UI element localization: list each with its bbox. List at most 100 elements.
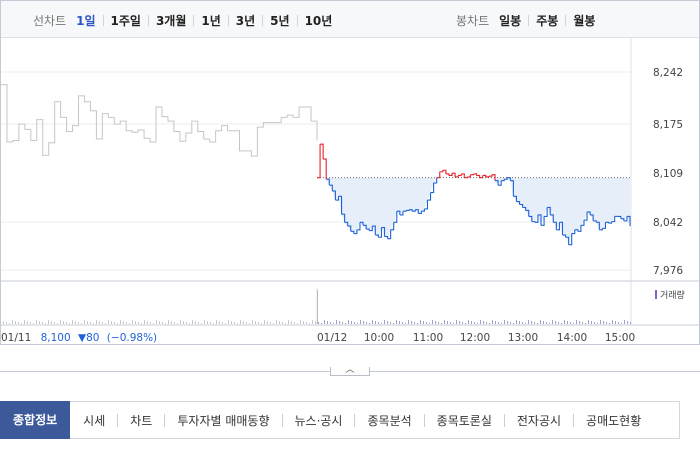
series-line-segment [384,235,389,239]
volume-bar [618,322,619,324]
candle-chart-label: 봉차트 [456,14,490,28]
collapse-chart-button[interactable]: ︿ [330,366,370,376]
series-line-segment [550,214,554,223]
stock-info-nav: 종합정보 시세 차트 투자자별 매매동향 뉴스·공시 종목분석 종목토론실 전자… [0,400,680,439]
volume-bar [288,320,289,324]
volume-bar [141,323,142,324]
series-line-segment [359,221,364,226]
volume-bar [225,323,226,324]
series-line-segment [553,221,557,230]
nav-separator [117,413,119,427]
series-line-segment [369,226,373,232]
volume-bar [210,322,211,324]
volume-bar [408,320,409,324]
nav-short-selling[interactable]: 공매도현황 [586,413,642,428]
series-line-segment [617,215,622,219]
volume-bar [498,322,499,324]
series-line-segment [378,227,382,238]
y-tick-label: 8,175 [653,119,683,131]
volume-bar [258,322,259,324]
volume-bar [60,320,61,324]
volume-bar [564,320,565,324]
x-tick-label: 11:00 [413,332,443,344]
nav-overview[interactable]: 종합정보 [0,400,71,439]
tab-daily-candle[interactable]: 일봉 [499,14,522,28]
series-line-segment [525,209,530,217]
x-tick-label: 14:00 [557,332,587,344]
nav-stock-analysis[interactable]: 종목분석 [367,413,412,428]
volume-bar [168,320,169,324]
x-tick-label: 12:00 [460,332,490,344]
volume-bar [345,323,346,324]
series-line-segment [402,210,407,212]
tab-weekly-candle[interactable]: 주봉 [536,14,559,28]
series-line-segment [562,234,567,238]
series-line-segment [399,211,404,216]
nav-news-disclosure[interactable]: 뉴스·공시 [294,413,343,428]
series-line-segment [448,173,453,177]
volume-bar [456,320,457,324]
tab-1-day[interactable]: 1일 [76,14,96,28]
volume-bar [84,320,85,324]
tab-monthly-candle[interactable]: 월봉 [573,14,596,28]
tab-separator [565,15,567,26]
volume-bar [21,323,22,324]
series-line-segment [436,171,441,179]
series-line-segment [488,174,493,177]
series-line-segment [580,220,585,226]
series-line-segment [498,180,502,186]
volume-bar [300,320,301,324]
y-axis: 8,242 8,175 8,109 8,042 7,976 [653,67,683,277]
volume-bar [402,322,403,324]
volume-bar [297,323,298,324]
series-line-segment [467,174,471,178]
series-line-segment [501,179,505,182]
price-chart: 8,242 8,175 8,109 8,042 7,976 01/12 10:0… [1,38,699,344]
tab-1-week[interactable]: 1주일 [110,14,141,28]
tab-3-months[interactable]: 3개월 [155,14,187,28]
y-tick-label: 8,242 [653,67,683,79]
series-line-segment [317,144,321,179]
volume-bar [366,322,367,324]
volume-bar [519,321,520,324]
tab-10-years[interactable]: 10년 [304,14,333,28]
nav-investor-trading[interactable]: 투자자별 매매동향 [177,413,270,428]
tab-separator [102,15,104,26]
volume-bar [273,323,274,324]
volume-bar [477,323,478,324]
nav-e-disclosure[interactable]: 전자공시 [516,413,562,428]
tab-3-years[interactable]: 3년 [235,14,256,28]
volume-bar [153,323,154,324]
nav-chart[interactable]: 차트 [130,413,153,428]
volume-bar [228,320,229,324]
volume-bar [417,323,418,324]
volume-bar [492,320,493,324]
volume-bar [318,322,319,324]
tab-1-year[interactable]: 1년 [201,14,221,28]
volume-bar [582,322,583,324]
nav-quotes[interactable]: 시세 [83,413,106,428]
volume-bar [501,323,502,324]
nav-separator [423,413,425,427]
series-line-segment [347,225,352,232]
volume-bar [66,322,67,324]
volume-bar [372,320,373,324]
prev-day-change: ▼80 [78,332,99,344]
volume-bar [177,323,178,324]
volume-bar [480,320,481,324]
series-line-segment [541,216,545,226]
volume-bar [180,320,181,324]
series-line-segment [479,175,484,179]
nav-discussion[interactable]: 종목토론실 [436,413,492,428]
volume-bar [195,321,196,324]
volume-bar [612,320,613,324]
volume-bar [102,322,103,324]
volume-bar [384,320,385,324]
tab-5-years[interactable]: 5년 [270,14,290,28]
y-tick-label: 7,976 [653,265,683,277]
volume-bar [330,322,331,324]
series-line-segment [372,225,376,236]
series-line-segment [433,177,438,184]
series-line-segment [341,213,346,223]
volume-bar [369,323,370,324]
